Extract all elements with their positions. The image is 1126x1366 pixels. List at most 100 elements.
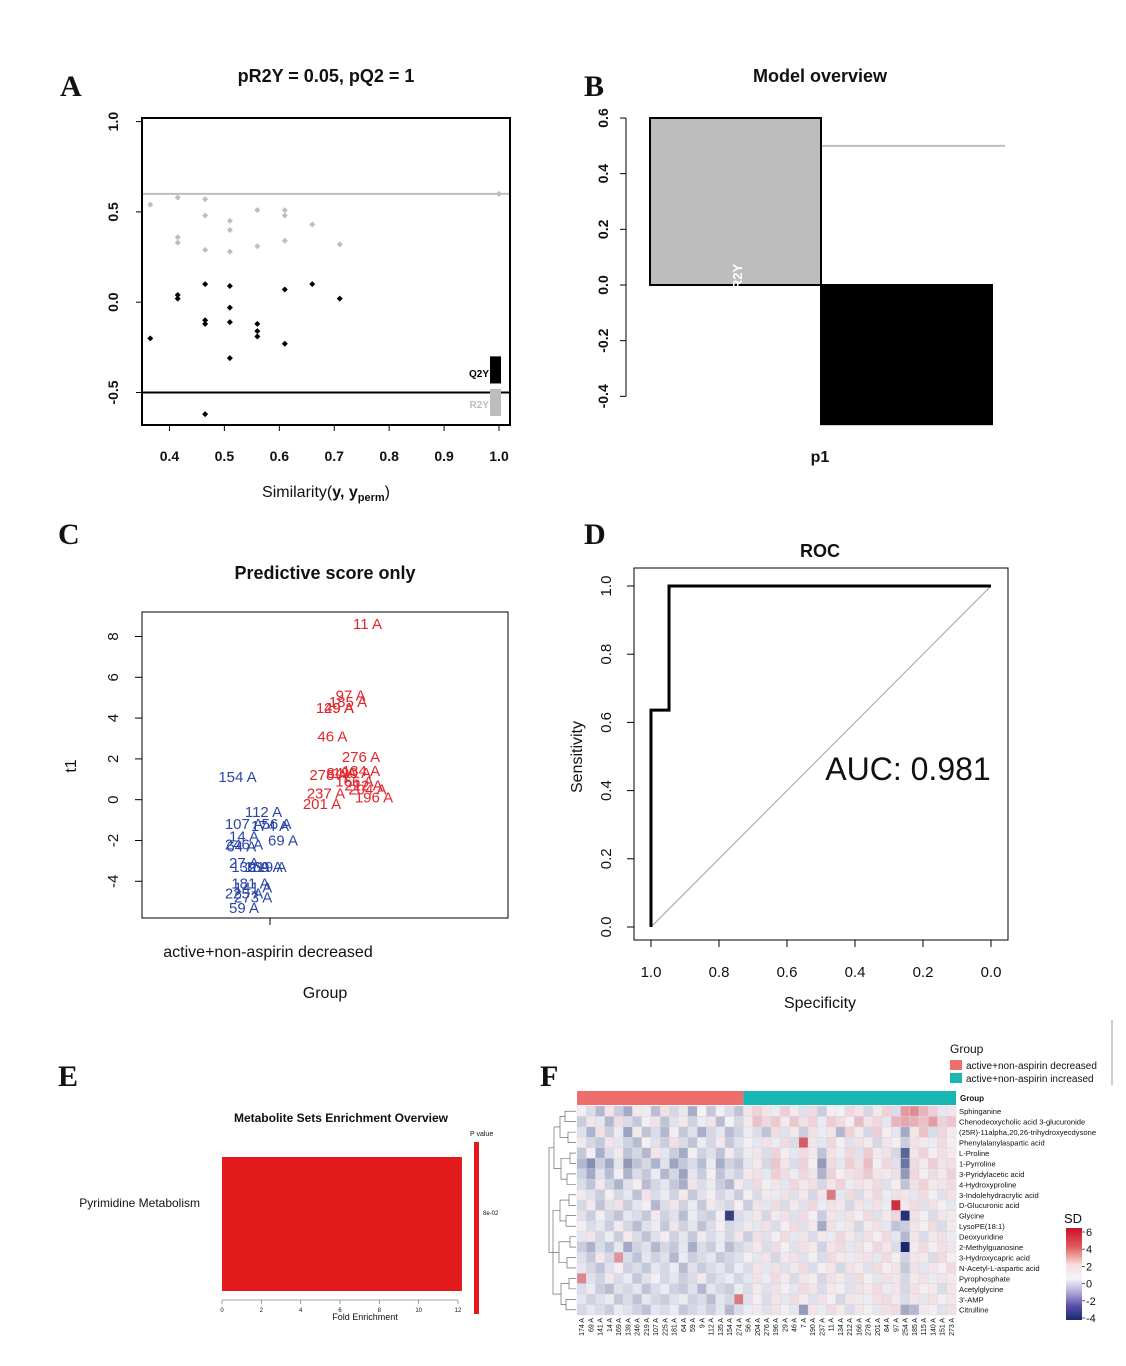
- panel-f-heatmap-cell: [733, 1178, 744, 1190]
- panel-f-heatmap-cell: [623, 1241, 633, 1253]
- panel-f-heatmap-cell: [752, 1116, 763, 1128]
- panel-f-heatmap-cell: [733, 1220, 744, 1232]
- panel-f-heatmap-cell: [752, 1220, 763, 1232]
- panel-c-point-label-increased: 237 A: [307, 786, 345, 803]
- panel-f-scale-tick-label: -2: [1086, 1296, 1096, 1308]
- panel-a-point-r2y: [202, 246, 209, 253]
- panel-f-heatmap-cell: [733, 1147, 744, 1159]
- panel-b-bar-label-r2y: R2Y: [730, 264, 745, 290]
- panel-f-heatmap-cell: [770, 1220, 781, 1232]
- panel-f-heatmap-cell: [724, 1210, 735, 1222]
- panel-f-heatmap-cell: [770, 1304, 781, 1316]
- panel-f-heatmap-cell: [696, 1293, 707, 1305]
- panel-f-heatmap-cell: [863, 1272, 874, 1284]
- panel-c-predictive-score: Predictive score only -4 -2 0 2 4 6 8 154 A 112 …: [63, 563, 509, 1002]
- panel-f-dendrogram-branch: [568, 1278, 576, 1290]
- panel-f-heatmap-cell: [687, 1105, 698, 1117]
- panel-f-heatmap-cell: [863, 1283, 874, 1295]
- panel-f-heatmap-cell: [798, 1105, 809, 1117]
- panel-c-y-tick-label: 8: [105, 632, 122, 640]
- panel-f-heatmap-cell: [761, 1147, 772, 1159]
- panel-f-heatmap-cell: [835, 1105, 846, 1117]
- panel-f-heatmap-cell: [696, 1116, 707, 1128]
- panel-a-plot-frame: [141, 117, 511, 426]
- panel-c-point-label-decreased: 141 A: [234, 879, 272, 896]
- panel-f-heatmap-cell: [881, 1272, 892, 1284]
- panel-f-heatmap-cell: [623, 1126, 633, 1138]
- panel-f-heatmap-cell: [733, 1241, 744, 1253]
- panel-f-heatmap-cell: [761, 1137, 772, 1148]
- panel-f-heatmap-cell: [641, 1178, 652, 1190]
- panel-f-heatmap-cell: [706, 1116, 716, 1128]
- panel-f-dendrogram-branch: [552, 1210, 561, 1295]
- panel-a-x-tick-label: 0.6: [270, 448, 290, 464]
- panel-f-heatmap-cell: [844, 1147, 855, 1159]
- panel-f-heatmap-cell: [937, 1126, 947, 1138]
- panel-f-row-label: Acetylglycine: [959, 1285, 1003, 1294]
- panel-f-heatmap-cell: [687, 1116, 698, 1128]
- panel-d-x-tick-label: 0.8: [709, 964, 730, 981]
- panel-e-x-tick-label: 2: [260, 1308, 264, 1314]
- panel-f-heatmap-cell: [891, 1199, 901, 1211]
- panel-f-heatmap-cell: [687, 1252, 698, 1263]
- panel-f-heatmap-cell: [946, 1168, 957, 1180]
- panel-f-heatmap-cell: [826, 1283, 837, 1295]
- panel-f-heatmap-cell: [604, 1168, 615, 1180]
- panel-f-heatmap-cell: [789, 1189, 800, 1201]
- panel-a-x-tick-label: 0.4: [160, 448, 180, 464]
- panel-f-column-label: 46 A: [792, 1318, 799, 1332]
- panel-f-dendrogram-branch: [569, 1152, 576, 1164]
- panel-c-point-label-decreased: 59 A: [229, 900, 259, 917]
- panel-f-legend-swatch-decreased: [950, 1060, 962, 1070]
- panel-f-heatmap-cell: [613, 1231, 624, 1243]
- panel-f-heatmap-cell: [835, 1210, 846, 1222]
- panel-f-heatmap-cell: [669, 1231, 679, 1243]
- panel-f-heatmap-cell: [706, 1105, 716, 1117]
- panel-f-heatmap-cell: [641, 1220, 652, 1232]
- panel-a-legend-bar-r2y: [490, 388, 501, 416]
- panel-f-heatmap-cell: [881, 1168, 892, 1180]
- panel-f-heatmap-cell: [780, 1272, 790, 1284]
- panel-f-heatmap-cell: [946, 1137, 957, 1148]
- panel-f-heatmap-cell: [761, 1262, 772, 1274]
- panel-f-heatmap-cell: [632, 1116, 642, 1128]
- panel-f-heatmap-cell: [937, 1189, 947, 1201]
- panel-letter-f: F: [540, 1060, 558, 1093]
- panel-f-heatmap-cell: [826, 1252, 837, 1263]
- panel-f-heatmap-cell: [798, 1178, 809, 1190]
- panel-f-heatmap-cell: [770, 1158, 781, 1169]
- panel-f-heatmap-cell: [715, 1126, 726, 1138]
- panel-f-heatmap-cell: [743, 1137, 753, 1148]
- panel-f-heatmap-cell: [623, 1262, 633, 1274]
- panel-d-y-tick-label: 0.6: [598, 712, 615, 733]
- panel-f-heatmap-cell: [937, 1241, 947, 1253]
- panel-f-heatmap-cell: [807, 1137, 818, 1148]
- panel-f-heatmap-cell: [844, 1272, 855, 1284]
- panel-f-heatmap-cell: [770, 1283, 781, 1295]
- panel-f-heatmap-cell: [576, 1147, 587, 1159]
- panel-f-heatmap-cell: [937, 1105, 947, 1117]
- panel-f-heatmap-cell: [780, 1304, 790, 1316]
- panel-f-heatmap-cell: [817, 1126, 827, 1138]
- panel-f-heatmap-cell: [752, 1178, 763, 1190]
- panel-f-heatmap-cell: [650, 1220, 661, 1232]
- panel-f-heatmap-cell: [826, 1126, 837, 1138]
- panel-f-heatmap-cell: [752, 1147, 763, 1159]
- panel-f-heatmap-cell: [891, 1147, 901, 1159]
- panel-c-point-label-increased: 212 A: [344, 777, 382, 794]
- panel-f-heatmap-cell: [743, 1168, 753, 1180]
- panel-f-heatmap-cell: [641, 1272, 652, 1284]
- panel-f-heatmap-cell: [669, 1126, 679, 1138]
- panel-f-heatmap-cell: [613, 1241, 624, 1253]
- panel-f-heatmap-cell: [863, 1293, 874, 1305]
- panel-f-heatmap-cell: [854, 1178, 864, 1190]
- panel-f-heatmap-cell: [752, 1199, 763, 1211]
- panel-f-heatmap-cell: [872, 1158, 883, 1169]
- panel-f-heatmap-cell: [928, 1262, 938, 1274]
- panel-f-heatmap-cell: [761, 1178, 772, 1190]
- panel-f-heatmap-cell: [872, 1116, 883, 1128]
- panel-f-heatmap-cell: [659, 1126, 670, 1138]
- panel-f-heatmap-cell: [613, 1220, 624, 1232]
- panel-f-heatmap-cell: [696, 1147, 707, 1159]
- panel-f-heatmap-cell: [659, 1231, 670, 1243]
